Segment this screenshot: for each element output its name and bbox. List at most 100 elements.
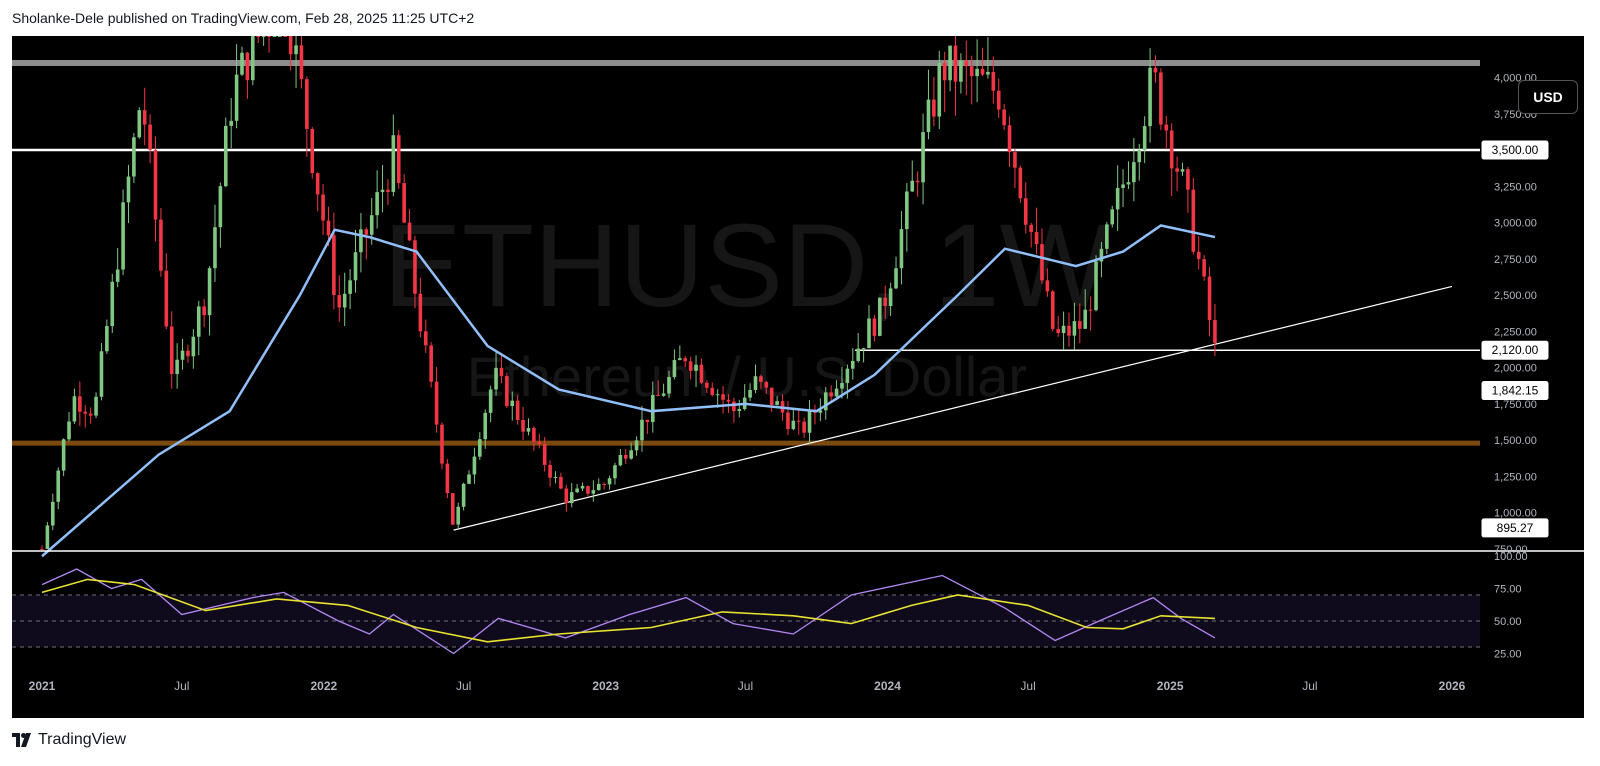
- candle-body: [283, 36, 288, 37]
- candle-body: [467, 474, 471, 484]
- candle-body: [78, 396, 82, 412]
- candle-body: [1040, 244, 1044, 281]
- x-tick-label: 2021: [29, 679, 56, 693]
- currency-button[interactable]: USD: [1518, 80, 1578, 114]
- candle-body: [905, 191, 909, 230]
- candle-body: [618, 454, 623, 466]
- candle-body: [883, 297, 888, 307]
- candle-body: [1099, 248, 1104, 262]
- x-tick-label: Jul: [456, 679, 471, 693]
- candle-body: [1153, 67, 1158, 73]
- candle-body: [850, 360, 855, 369]
- candle-body: [175, 359, 179, 375]
- candle-body: [256, 36, 261, 37]
- tradingview-logo[interactable]: TradingView: [12, 731, 126, 749]
- candle-body: [1013, 152, 1017, 168]
- candle-body: [1126, 182, 1131, 185]
- candle-body: [278, 36, 282, 37]
- rsi-band-fill: [12, 595, 1480, 647]
- price-tag-label: 2,120.00: [1492, 343, 1539, 357]
- candle-body: [1050, 291, 1055, 329]
- candle-body: [1186, 169, 1190, 190]
- candle-body: [937, 62, 942, 117]
- candle-body: [872, 318, 877, 336]
- x-tick-label: 2024: [874, 679, 901, 693]
- candle-body: [121, 202, 125, 270]
- candle-body: [315, 173, 320, 195]
- y-tick-label: 750.00: [1494, 544, 1528, 556]
- candle-body: [1056, 328, 1060, 334]
- candle-body: [667, 376, 671, 394]
- candle-body: [245, 52, 250, 81]
- candle-body: [499, 367, 504, 377]
- rsi-y-tick-label: 75.00: [1494, 584, 1522, 596]
- candle-body: [440, 424, 444, 464]
- candle-body: [996, 90, 1001, 110]
- candle-body: [456, 506, 461, 525]
- candle-body: [1213, 320, 1217, 343]
- candle-body: [478, 439, 482, 457]
- candle-body: [1202, 259, 1206, 277]
- candle-body: [921, 132, 925, 183]
- candle-body: [878, 297, 882, 336]
- candle-body: [732, 401, 736, 411]
- y-tick-label: 1,750.00: [1494, 399, 1537, 411]
- candle-body: [1029, 224, 1033, 233]
- candle-body: [1110, 209, 1115, 225]
- candle-body: [56, 470, 61, 502]
- candle-body: [126, 176, 131, 203]
- candle-body: [72, 396, 77, 422]
- candle-body: [596, 483, 601, 491]
- candle-body: [191, 336, 196, 357]
- y-tick-label: 1,500.00: [1494, 435, 1537, 447]
- candle-body: [807, 410, 812, 433]
- candle-body: [310, 128, 315, 174]
- candle-body: [932, 99, 936, 117]
- rsi-ma-line: [41, 578, 1215, 643]
- candle-body: [213, 227, 217, 269]
- candle-body: [186, 350, 190, 357]
- candle-body: [564, 488, 569, 504]
- price-tag-label: 1,842.15: [1492, 384, 1539, 398]
- candle-body: [418, 293, 423, 332]
- candle-body: [569, 492, 574, 504]
- candle-body: [710, 387, 715, 395]
- x-tick-label: 2026: [1439, 679, 1466, 693]
- rsi-y-tick-label: 25.00: [1494, 649, 1522, 661]
- candle-body: [856, 348, 860, 361]
- candle-body: [607, 478, 612, 485]
- candle-body: [305, 79, 309, 129]
- chart-panel[interactable]: ETHUSD, 1W Ethereum / U.S. Dollar 4,000.00…: [12, 36, 1584, 718]
- candle-body: [532, 428, 536, 442]
- candle-body: [61, 439, 66, 471]
- candle-body: [1175, 168, 1179, 172]
- candle-body: [337, 295, 342, 308]
- candle-body: [1088, 309, 1093, 311]
- candle-body: [559, 476, 563, 489]
- candle-body: [650, 394, 655, 423]
- candle-body: [786, 412, 790, 430]
- candle-body: [110, 281, 115, 327]
- candle-body: [402, 183, 406, 223]
- candle-body: [434, 381, 439, 425]
- candle-body: [45, 525, 50, 549]
- candle-body: [802, 421, 806, 433]
- candle-body: [586, 486, 590, 494]
- candle-body: [553, 476, 558, 478]
- candle-body: [634, 440, 639, 451]
- candle-body: [234, 74, 239, 121]
- candle-body: [980, 68, 985, 75]
- candle-body: [386, 189, 390, 192]
- candle-body: [975, 68, 979, 77]
- candle-body: [699, 364, 704, 383]
- rsi-y-tick-label: 100.00: [1494, 551, 1528, 563]
- candle-body: [715, 394, 720, 396]
- candle-body: [353, 252, 358, 281]
- x-tick-label: Jul: [738, 679, 753, 693]
- candle-body: [1115, 188, 1120, 210]
- candle-body: [272, 36, 277, 37]
- candle-body: [488, 389, 493, 413]
- candle-body: [823, 392, 828, 411]
- watermark-description: Ethereum / U.S. Dollar: [467, 345, 1027, 408]
